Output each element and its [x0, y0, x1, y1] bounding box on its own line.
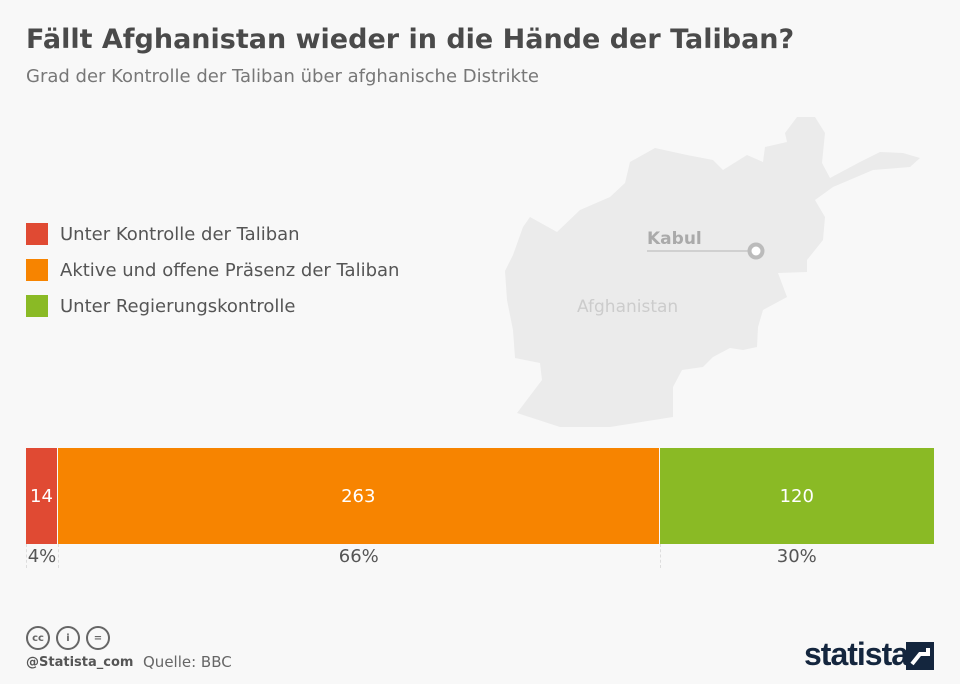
- legend-item-government-control: Unter Regierungskontrolle: [26, 288, 399, 324]
- legend-label: Unter Kontrolle der Taliban: [60, 223, 300, 245]
- twitter-handle[interactable]: @Statista_com: [26, 655, 134, 670]
- percent-label: 30%: [776, 546, 817, 567]
- legend-label: Unter Regierungskontrolle: [60, 295, 296, 317]
- statista-logo[interactable]: statista: [804, 636, 909, 672]
- bar-segment: 120: [659, 448, 934, 544]
- country-label: Afghanistan: [577, 297, 678, 317]
- percent-label: 4%: [27, 546, 57, 567]
- no-derivatives-icon: =: [86, 626, 110, 650]
- creative-commons-icons: cc i =: [26, 626, 110, 650]
- bar-value-label: 14: [30, 485, 53, 507]
- separator: [26, 544, 27, 568]
- separator: [659, 544, 661, 568]
- source-text: Quelle: BBC: [143, 653, 232, 671]
- percent-label: 66%: [338, 546, 379, 567]
- kabul-marker: [747, 242, 765, 260]
- cc-icon: cc: [26, 626, 50, 650]
- legend-swatch: [26, 223, 48, 245]
- separator: [58, 544, 60, 568]
- legend-swatch: [26, 295, 48, 317]
- bar-segment: 14: [26, 448, 58, 544]
- legend: Unter Kontrolle der Taliban Aktive und o…: [26, 216, 399, 324]
- legend-swatch: [26, 259, 48, 281]
- bar-segment: 263: [58, 448, 659, 544]
- attribution-icon: i: [56, 626, 80, 650]
- statista-logo-icon: [906, 642, 934, 670]
- legend-label: Aktive und offene Präsenz der Taliban: [60, 259, 400, 281]
- bar-value-label: 263: [341, 485, 376, 507]
- legend-item-taliban-control: Unter Kontrolle der Taliban: [26, 216, 399, 252]
- legend-item-taliban-presence: Aktive und offene Präsenz der Taliban: [26, 252, 399, 288]
- chart-subtitle: Grad der Kontrolle der Taliban über afgh…: [26, 66, 540, 87]
- country-shape: [505, 117, 920, 427]
- kabul-label: Kabul: [647, 229, 702, 249]
- bar-value-label: 120: [779, 485, 814, 507]
- chart-title: Fällt Afghanistan wieder in die Hände de…: [26, 24, 795, 55]
